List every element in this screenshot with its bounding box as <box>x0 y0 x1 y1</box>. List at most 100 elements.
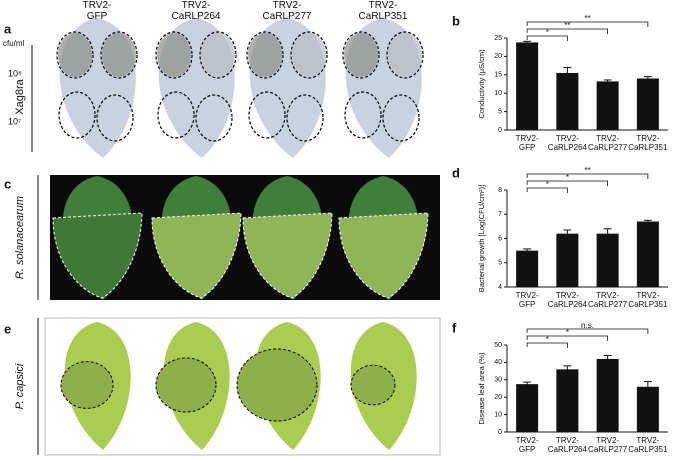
significance-bracket <box>526 328 649 334</box>
panel-letter: a <box>4 21 12 36</box>
significance-label: * <box>546 180 549 189</box>
significance-bracket <box>526 187 568 193</box>
y-tick-label: 5 <box>498 108 502 115</box>
row-label: P. capsici <box>14 363 26 409</box>
significance-bracket <box>526 28 609 34</box>
error-bar <box>523 40 532 44</box>
y-tick-label: 20 <box>494 53 502 60</box>
x-tick-label: TRV2- CaRLP351 <box>628 291 668 309</box>
infiltration-circle <box>286 94 324 142</box>
y-tick-label: 15 <box>494 72 502 79</box>
error-bar <box>563 365 572 373</box>
y-tick-label: 7 <box>498 211 502 218</box>
bar <box>596 233 619 287</box>
y-tick-label: 5 <box>498 260 502 267</box>
x-tick-label: TRV2- GFP <box>515 436 539 454</box>
infiltration-circle <box>382 94 420 142</box>
lesion-outline <box>60 361 114 409</box>
y-tick-label: 10 <box>494 411 502 418</box>
infiltration-circle <box>155 31 193 79</box>
y-tick-label: 4 <box>498 284 502 291</box>
panel-letter: f <box>452 320 457 335</box>
significance-label: * <box>566 173 569 182</box>
panel-letter: d <box>452 165 460 180</box>
lesion <box>157 33 191 77</box>
x-tick-label: TRV2- GFP <box>515 291 539 309</box>
panel-letter: b <box>452 13 460 28</box>
x-tick-label: TRV2- CaRLP351 <box>628 134 668 152</box>
y-tick-label: 0 <box>498 127 502 134</box>
x-tick-label: TRV2- CaRLP264 <box>547 291 587 309</box>
lesion <box>58 33 92 77</box>
significance-label: * <box>546 335 549 344</box>
bar <box>636 221 659 287</box>
bar <box>636 386 659 432</box>
y-tick-label: 50 <box>494 342 502 349</box>
infiltration-circle <box>344 91 382 139</box>
x-tick-label: TRV2- CaRLP277 <box>588 134 628 152</box>
bar <box>596 358 619 432</box>
lesion-outline <box>236 348 318 422</box>
infiltration-circle <box>248 91 286 139</box>
lesion <box>292 33 326 77</box>
lesion-outline <box>155 357 217 413</box>
infected-region <box>151 212 242 299</box>
x-tick-label: TRV2- CaRLP277 <box>588 291 628 309</box>
panel-letter: c <box>4 176 11 191</box>
x-tick-label: TRV2- CaRLP264 <box>547 436 587 454</box>
bar <box>516 384 539 432</box>
infiltration-circle <box>342 31 380 79</box>
y-axis-label: Bacterial growth [Log(CFU/cm²)] <box>477 185 486 293</box>
y-axis-label: Disease leaf area (%) <box>477 352 486 425</box>
significance-label: * <box>546 28 549 37</box>
significance-bracket <box>526 342 568 348</box>
y-axis-label: Conductivity (µS/cm) <box>477 49 486 119</box>
infiltration-circle <box>195 94 233 142</box>
error-bar <box>603 354 612 363</box>
infiltration-circle <box>96 94 134 142</box>
y-tick-label: 0 <box>498 429 502 436</box>
lesion <box>102 33 136 77</box>
concentration-unit: cfu/ml <box>3 39 25 48</box>
x-tick-label: TRV2- CaRLP264 <box>547 134 587 152</box>
bar <box>556 72 579 130</box>
bar <box>596 81 619 130</box>
significance-bracket <box>526 180 609 186</box>
x-tick-label: TRV2- GFP <box>515 134 539 152</box>
y-tick-label: 8 <box>498 187 502 194</box>
error-bar <box>523 248 532 253</box>
error-bar <box>643 219 652 223</box>
error-bar <box>643 381 652 392</box>
column-header: TRV2- CaRLP277 <box>262 0 312 22</box>
significance-label: ** <box>564 21 570 30</box>
column-header: TRV2- CaRLP351 <box>358 0 408 22</box>
column-header: TRV2- CaRLP264 <box>171 0 221 22</box>
infected-region <box>338 212 429 299</box>
bar <box>636 78 659 130</box>
y-tick-label: 10 <box>494 90 502 97</box>
error-bar <box>603 228 612 239</box>
y-tick-label: 40 <box>494 359 502 366</box>
infected-region <box>52 212 143 299</box>
infiltration-circle <box>290 31 328 79</box>
significance-label: ** <box>584 14 590 23</box>
infiltration-circle <box>100 31 138 79</box>
lesion <box>388 33 422 77</box>
panel-letter: e <box>4 321 11 336</box>
significance-bracket <box>526 173 649 179</box>
y-tick-label: 30 <box>494 377 502 384</box>
y-tick-label: 20 <box>494 394 502 401</box>
infiltration-circle <box>157 91 195 139</box>
bar <box>556 233 579 287</box>
infected-region <box>242 212 333 299</box>
infiltration-circle <box>386 31 424 79</box>
concentration-level: 10⁸ <box>8 68 22 78</box>
error-bar <box>643 76 652 81</box>
concentration-level: 10⁷ <box>8 116 21 126</box>
lesion <box>248 33 282 77</box>
infiltration-circle <box>199 31 237 79</box>
significance-bracket <box>526 35 568 41</box>
x-tick-label: TRV2- CaRLP277 <box>588 436 628 454</box>
